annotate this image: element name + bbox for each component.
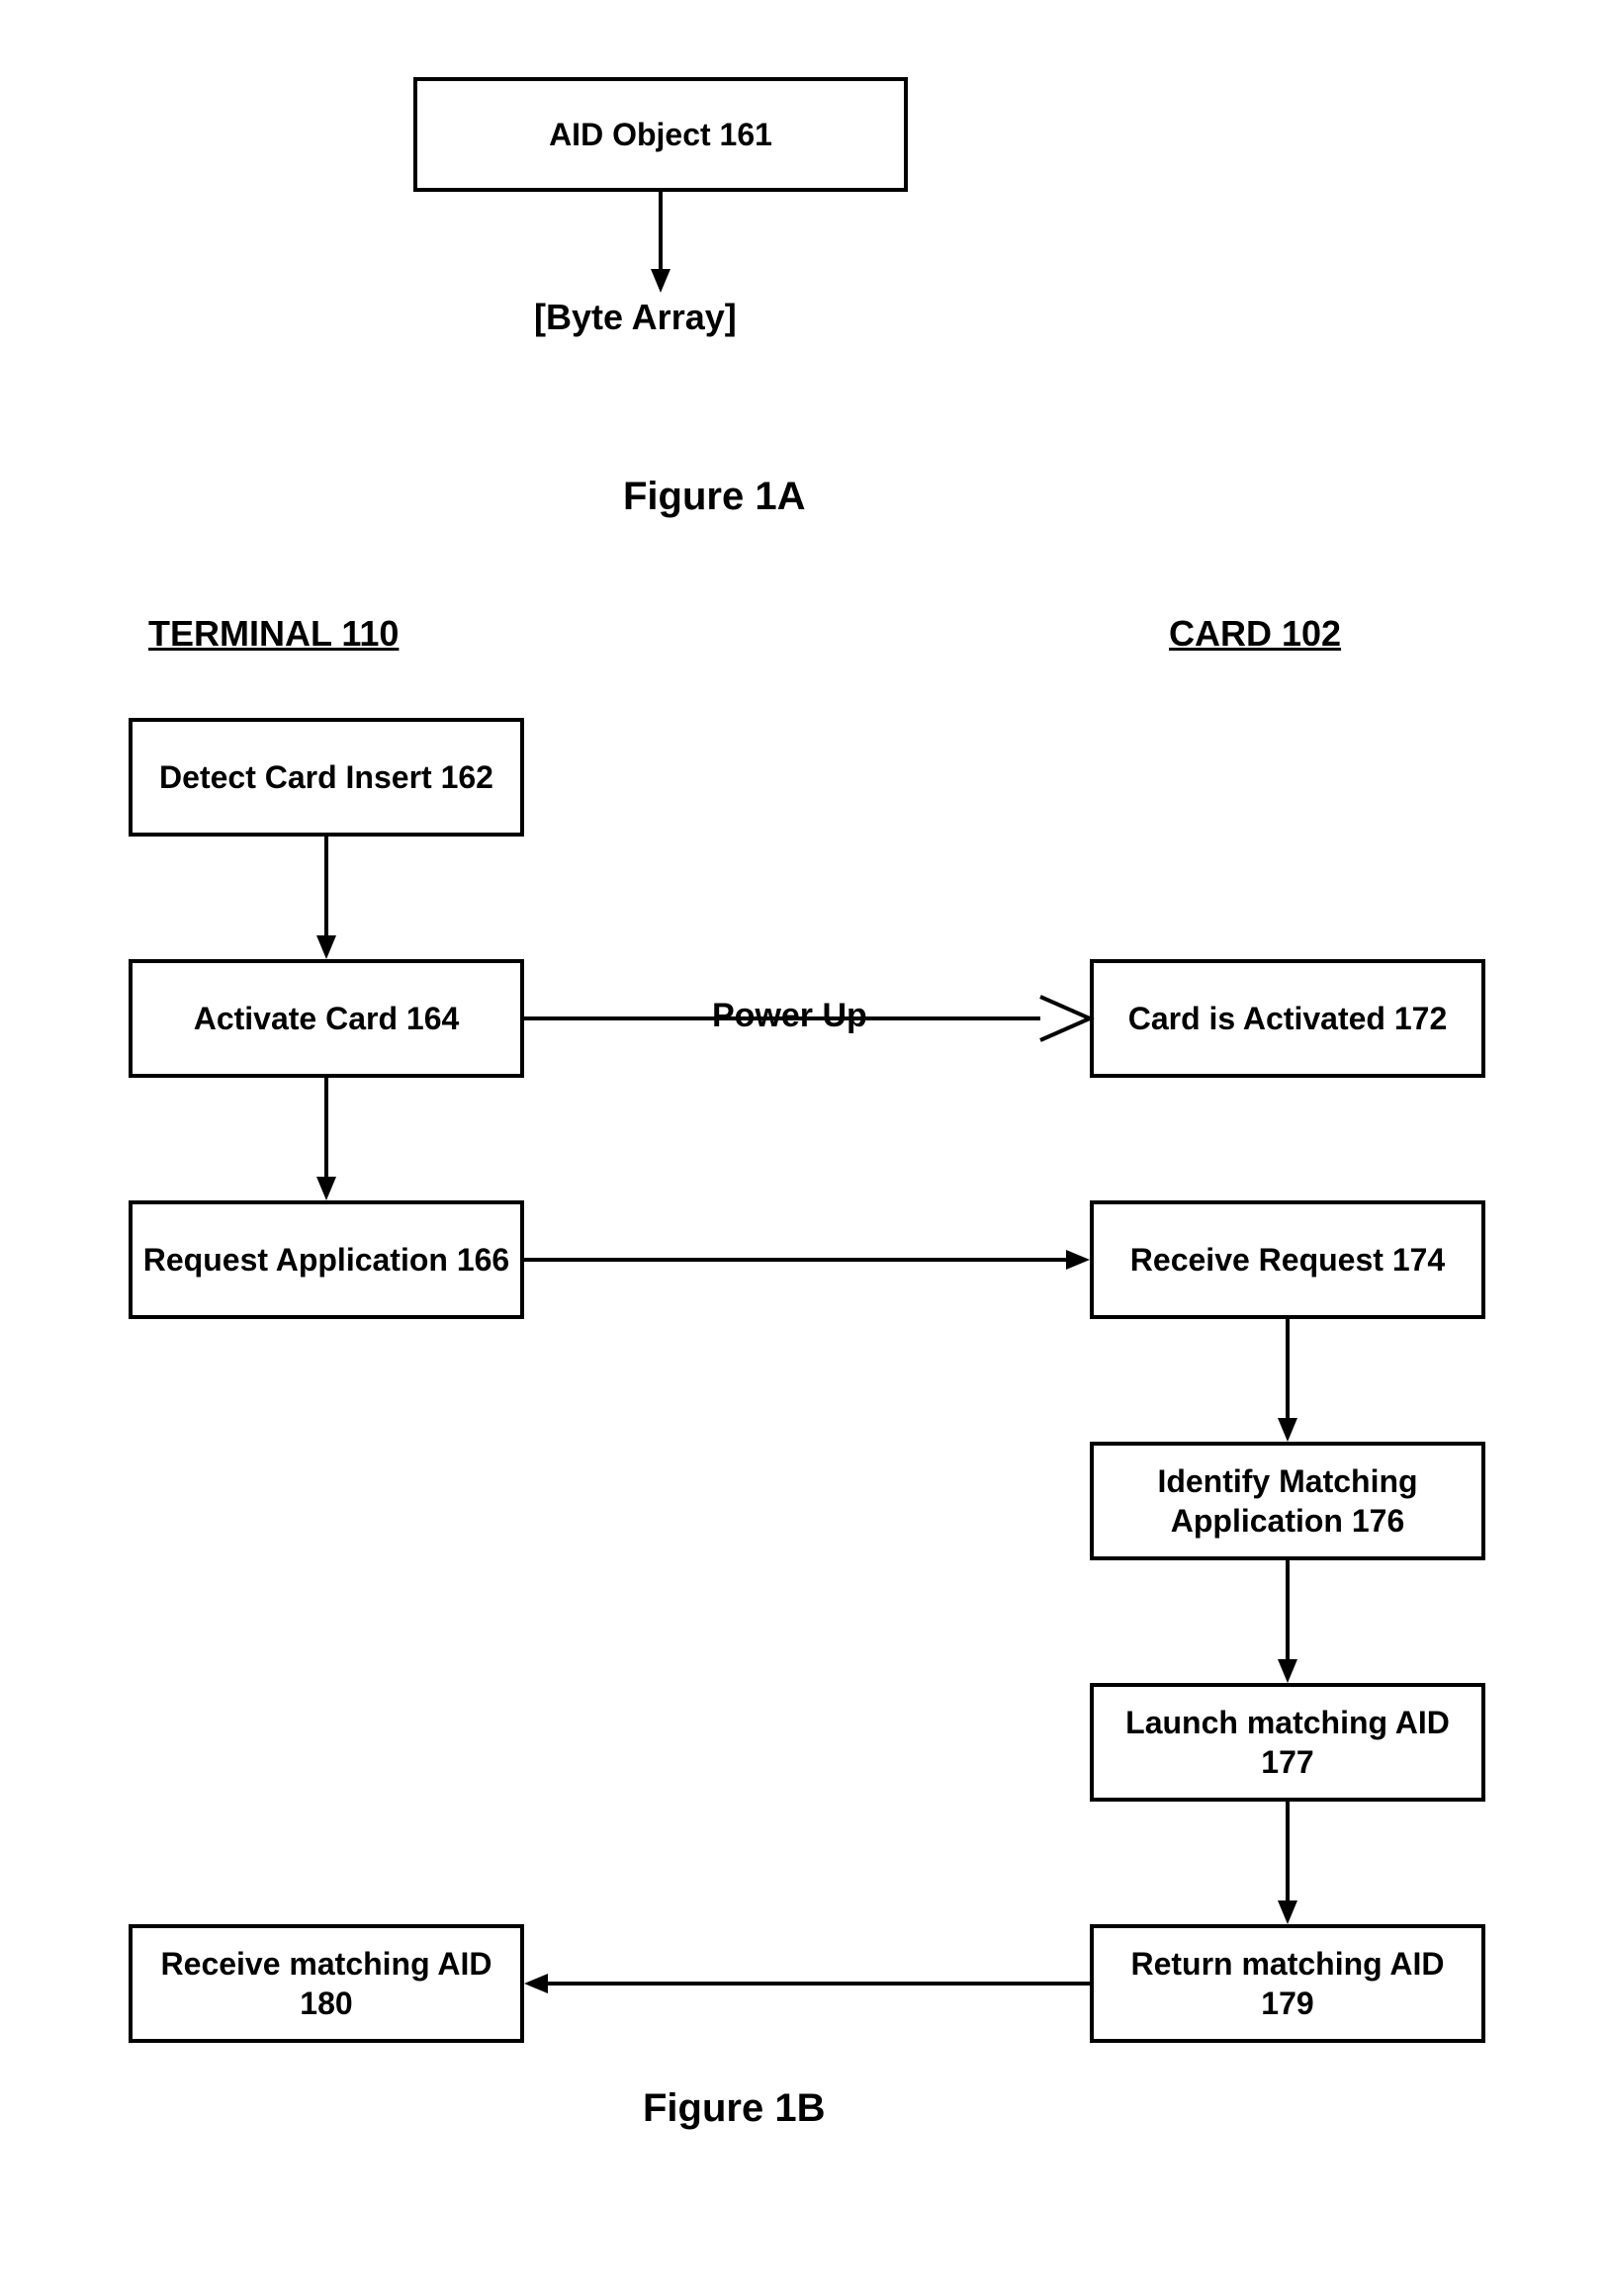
byte-array-text: [Byte Array]: [534, 297, 737, 337]
page: AID Object 161 [Byte Array] Figure 1A TE…: [0, 0, 1607, 2296]
arrow-activate-to-request: [267, 1018, 387, 1260]
figure-1b-caption-text: Figure 1B: [643, 2086, 825, 2130]
arrow-launch-to-return: [1228, 1742, 1348, 1984]
arrow-receivereq-to-identify: [1228, 1260, 1348, 1501]
power-up-text: Power Up: [712, 997, 867, 1034]
card-header-text: CARD 102: [1169, 613, 1341, 654]
arrow-request-to-receivereq: [465, 1200, 1149, 1320]
card-header: CARD 102: [1169, 613, 1341, 655]
byte-array-label: [Byte Array]: [534, 297, 737, 338]
card-activated-label: Card is Activated 172: [1128, 999, 1448, 1038]
figure-1a-caption-text: Figure 1A: [623, 475, 805, 518]
terminal-header-text: TERMINAL 110: [148, 613, 399, 654]
receive-matching-aid-label: Receive matching AID 180: [142, 1944, 510, 2023]
arrow-return-to-receivematching: [465, 1924, 1149, 2044]
arrow-identify-to-launch: [1228, 1501, 1348, 1742]
card-activated-box: Card is Activated 172: [1090, 959, 1485, 1078]
figure-1b-caption: Figure 1B: [643, 2086, 825, 2131]
terminal-header: TERMINAL 110: [148, 613, 399, 655]
figure-1a-caption: Figure 1A: [623, 475, 805, 519]
power-up-label: Power Up: [712, 997, 867, 1035]
arrow-detect-to-activate: [267, 777, 387, 1018]
